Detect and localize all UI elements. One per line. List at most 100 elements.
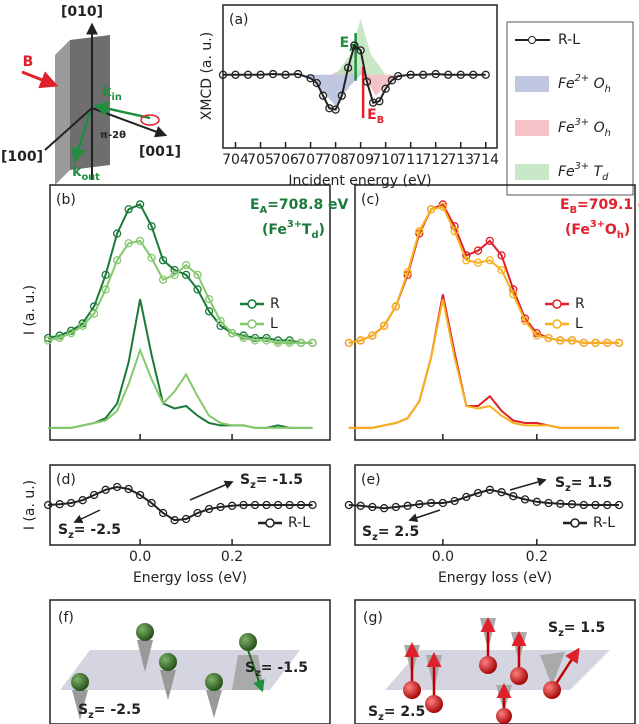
x-tick-label: 707 [297,152,324,168]
spin-label: Sz= 2.5 [368,704,425,723]
x-axis-label: Energy loss (eV) [133,570,247,586]
marker [567,500,577,509]
marker [170,516,179,525]
legend-marker [528,36,536,44]
spin-arrow [509,477,547,491]
marker [101,270,110,280]
annotation: EA=708.8 eV [250,197,349,216]
marker [532,331,541,340]
marker [403,501,412,510]
marker [204,307,214,316]
diagram-label: kin [102,84,122,103]
marker [89,490,99,500]
legend-marker [552,319,562,329]
area [305,74,361,107]
text-part: d [602,172,609,183]
x-tick-label: 0.0 [129,549,151,565]
marker [193,285,202,294]
marker [362,77,372,86]
plot-frame [49,184,331,441]
marker [296,500,306,510]
marker [456,70,465,79]
marker [218,70,228,79]
text-part: 2+ [575,73,589,84]
diagram-label: [001] [139,144,181,160]
legend-label: Fe3+ Td [558,161,609,183]
marker [262,336,271,345]
marker [462,492,471,502]
panel-label: (d) [56,472,76,488]
x-axis-label: Incident energy (eV) [288,173,431,189]
text-part: 3+ [575,117,589,128]
marker [415,500,424,509]
marker [147,498,156,508]
legend-label: Fe3+ Oh [558,117,611,139]
marker [579,500,588,510]
marker [312,78,321,88]
text-part: =709.1 eV [577,197,639,213]
text-part: (Fe [565,222,590,238]
x-tick-label: 711 [397,152,424,168]
marker [231,70,240,79]
marker [614,338,624,348]
marker [497,488,506,497]
marker [337,91,347,100]
panel-label: (b) [56,192,76,208]
text-part: [010] [61,4,103,20]
series-line [348,488,620,510]
text-part: d [311,230,318,241]
text-part: E [250,197,260,213]
marker [44,333,53,343]
text-part: Fe [558,76,575,92]
marker [509,492,518,501]
legend-label: Fe2+ Oh [558,73,611,95]
diagram-label: π-2θ [100,130,126,141]
series-line [48,485,313,522]
marker [124,205,133,214]
marker [379,321,389,331]
marker [544,498,553,508]
marker [273,500,283,510]
text-part: z [68,530,74,541]
text-part: S [240,472,250,488]
marker [614,500,624,510]
text-part: A [260,205,268,216]
x-tick-label: 0.0 [432,549,454,565]
spins-f [71,623,265,720]
marker [135,490,145,500]
marker [124,239,133,248]
marker [438,498,448,508]
marker [308,500,317,510]
marker [368,331,377,340]
marker [147,222,156,231]
marker [331,105,340,114]
marker [431,69,440,79]
marker [306,74,315,83]
marker [250,500,260,510]
panel-label: (g) [363,610,383,626]
plot-frame [354,184,636,441]
marker [497,251,506,260]
marker [603,338,612,348]
marker [158,275,168,284]
text-part: T [589,164,603,180]
marker [147,253,156,263]
marker [591,500,600,510]
marker [497,265,506,275]
marker [450,226,459,236]
x-tick-label: 704 [222,152,249,168]
legend-label: L [575,316,583,332]
text-part: z [378,712,384,723]
marker [469,70,478,79]
marker [101,285,110,294]
text-part: k [102,84,112,100]
spin-arrow [189,480,234,501]
text-part: z [372,532,378,543]
marker [603,500,612,510]
legend-marker [570,518,580,528]
marker [485,485,494,494]
annotation: Sz= -1.5 [240,472,303,491]
marker [387,76,397,85]
marker [170,270,179,280]
marker [66,498,76,508]
